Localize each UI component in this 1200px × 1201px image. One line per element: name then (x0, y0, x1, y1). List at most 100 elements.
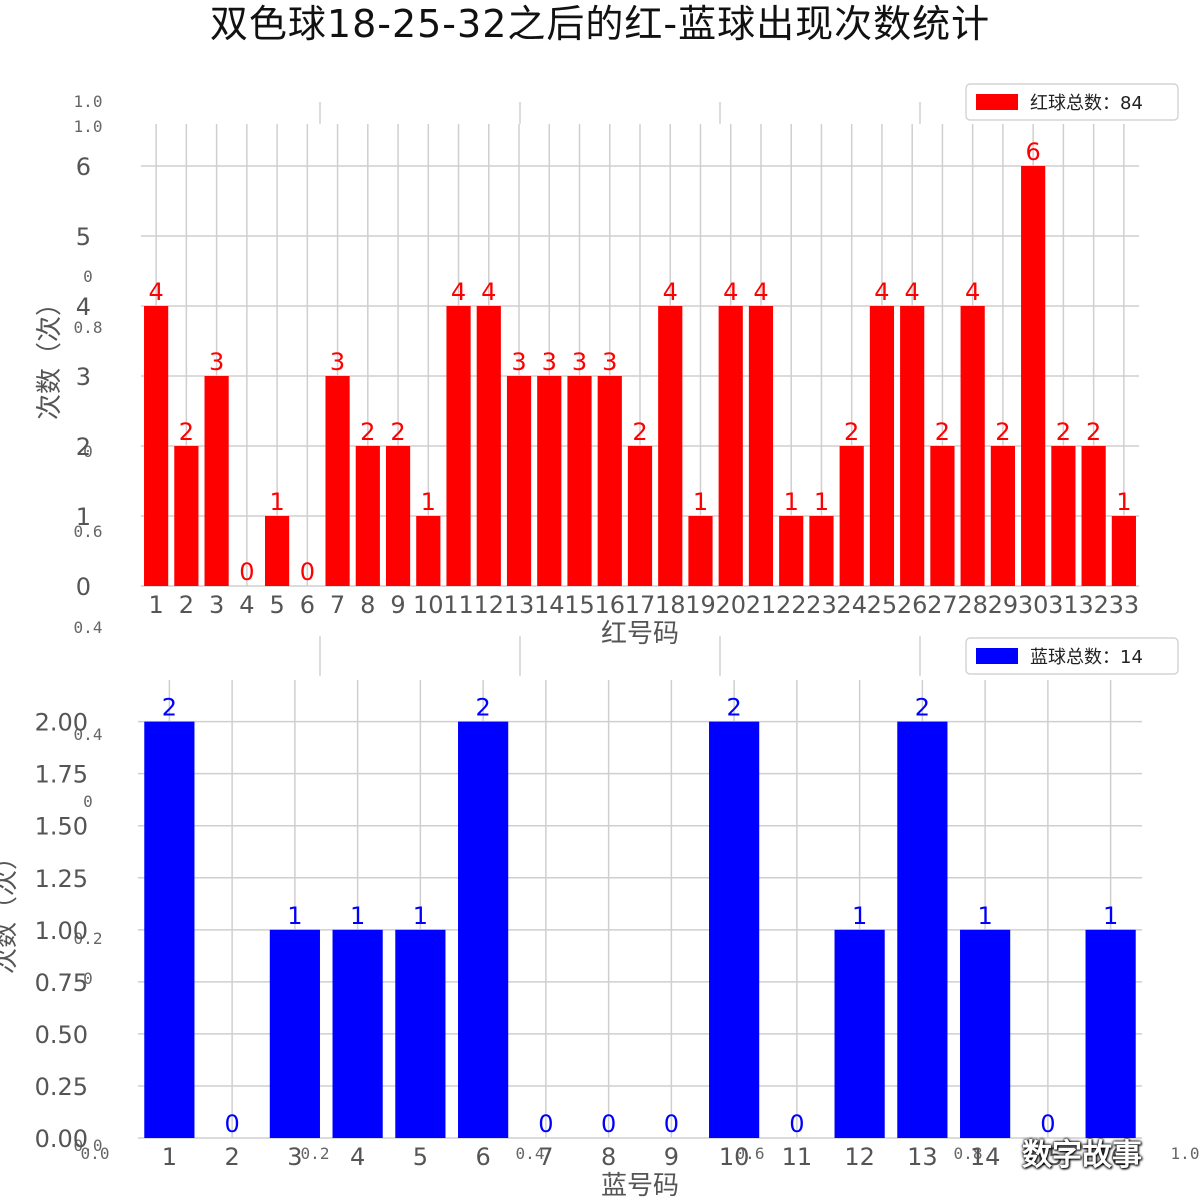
blue-value-label: 1 (852, 902, 867, 930)
red-value-label: 4 (753, 278, 768, 306)
red-value-label: 3 (209, 348, 224, 376)
x-tick-label: 9 (664, 1143, 679, 1171)
red-bar-10 (416, 516, 441, 586)
red-bar-27 (930, 446, 955, 586)
x-tick-label: 7 (538, 1143, 553, 1171)
red-bar-26 (900, 306, 925, 586)
red-value-label: 4 (481, 278, 496, 306)
x-tick-label: 5 (413, 1143, 428, 1171)
red-value-label: 3 (602, 348, 617, 376)
red-value-label: 2 (935, 418, 950, 446)
red-bar-15 (567, 376, 592, 586)
red-bar-11 (446, 306, 471, 586)
red-bar-30 (1021, 166, 1046, 586)
red-bar-5 (264, 516, 290, 586)
ghost-left-tick: 0 (83, 792, 93, 811)
x-tick-label: 11 (443, 591, 474, 619)
ghost-left-tick: 0 (83, 969, 93, 988)
ghost-bottom-tick: 0.2 (301, 1144, 330, 1163)
x-tick-label: 12 (844, 1143, 875, 1171)
y-tick-label: 1 (76, 503, 91, 531)
red-value-label: 2 (390, 418, 405, 446)
x-tick-label: 7 (330, 591, 345, 619)
y-tick-label: 0.00 (35, 1125, 88, 1153)
y-tick-label: 0 (76, 573, 91, 601)
x-tick-label: 10 (413, 591, 444, 619)
x-tick-label: 30 (1018, 591, 1049, 619)
chart-title: 双色球18-25-32之后的红-蓝球出现次数统计 (209, 2, 991, 46)
blue-bar-1 (144, 721, 195, 1138)
x-tick-label: 33 (1109, 591, 1140, 619)
blue-bar-16 (1085, 929, 1136, 1138)
red-bar-16 (597, 376, 622, 586)
x-tick-label: 15 (564, 591, 595, 619)
red-bar-31 (1051, 446, 1076, 586)
x-tick-label: 1 (162, 1143, 177, 1171)
blue-bar-13 (897, 721, 948, 1138)
red-value-label: 0 (300, 558, 315, 586)
x-tick-label: 16 (594, 591, 625, 619)
red-bar-12 (476, 306, 501, 586)
x-tick-label: 15 (1033, 1143, 1064, 1171)
legend-box (965, 637, 1179, 675)
red-bar-14 (537, 376, 562, 586)
red-bar-9 (385, 446, 411, 586)
blue-bar-10 (709, 721, 760, 1138)
blue-value-label: 0 (1040, 1110, 1055, 1138)
blue-value-label: 1 (977, 902, 992, 930)
x-axis-label: 红号码 (601, 619, 679, 649)
y-tick-label: 1.25 (35, 865, 88, 893)
red-value-label: 2 (360, 418, 375, 446)
red-value-label: 4 (663, 278, 678, 306)
watermark: 数字故事 (1022, 1138, 1142, 1173)
red-bar-2 (174, 446, 199, 586)
x-tick-label: 29 (988, 591, 1019, 619)
x-tick-label: 13 (504, 591, 535, 619)
ghost-bottom-tick: 0.4 (516, 1144, 545, 1163)
ghost-left-tick: 1.0 (74, 117, 103, 136)
legend-label: 红球总数：84 (1030, 93, 1143, 114)
red-value-label: 2 (1086, 418, 1101, 446)
red-value-label: 2 (179, 418, 194, 446)
x-tick-label: 8 (601, 1143, 616, 1171)
red-value-label: 1 (814, 488, 829, 516)
x-tick-label: 16 (1095, 1143, 1126, 1171)
ghost-left-tick: 0.2 (74, 929, 103, 948)
blue-bar-4 (332, 929, 383, 1138)
ghost-bottom-tick: 0.6 (736, 1144, 765, 1163)
x-tick-label: 1 (148, 591, 163, 619)
red-bar-22 (779, 516, 804, 586)
x-tick-label: 14 (534, 591, 565, 619)
x-tick-label: 3 (287, 1143, 302, 1171)
red-value-label: 2 (632, 418, 647, 446)
red-value-label: 1 (269, 488, 284, 516)
x-axis-label: 蓝号码 (601, 1171, 679, 1201)
y-tick-label: 3 (76, 363, 91, 391)
x-tick-label: 2 (179, 591, 194, 619)
legend-box (965, 83, 1179, 121)
blue-value-label: 0 (538, 1110, 553, 1138)
blue-value-label: 2 (726, 694, 741, 722)
y-tick-label: 2 (76, 433, 91, 461)
red-value-label: 4 (148, 278, 163, 306)
y-tick-label: 0.75 (35, 969, 88, 997)
red-value-label: 3 (511, 348, 526, 376)
blue-bar-12 (834, 929, 885, 1138)
ghost-left-tick: 0.8 (74, 318, 103, 337)
blue-value-label: 1 (413, 902, 428, 930)
red-value-label: 1 (693, 488, 708, 516)
red-value-label: 3 (542, 348, 557, 376)
y-tick-label: 1.50 (35, 813, 88, 841)
y-tick-label: 4 (76, 293, 91, 321)
x-tick-label: 24 (836, 591, 867, 619)
ghost-bottom-tick: 0.0 (81, 1144, 110, 1163)
ghost-left-tick: 0.6 (74, 522, 103, 541)
ghost-left-tick: 0 (83, 442, 93, 461)
x-tick-label: 6 (475, 1143, 490, 1171)
ghost-left-tick: 0 (83, 267, 93, 286)
legend-label: 蓝球总数：14 (1030, 647, 1143, 668)
red-bar-20 (718, 306, 743, 586)
x-tick-label: 23 (806, 591, 837, 619)
red-value-label: 2 (1056, 418, 1071, 446)
